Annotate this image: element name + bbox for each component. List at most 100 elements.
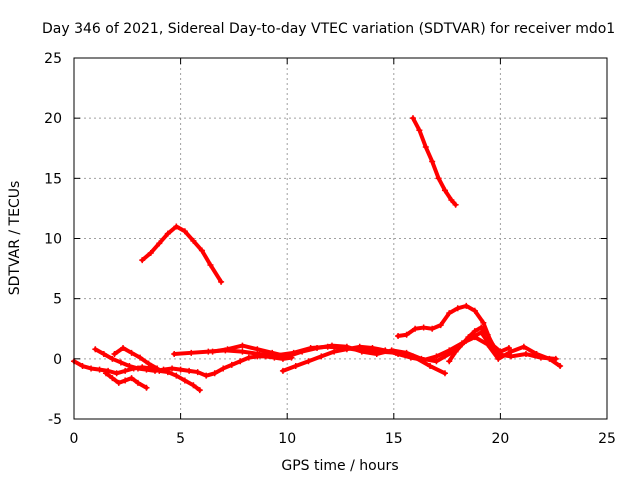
data-point — [207, 261, 214, 268]
data-point — [128, 375, 135, 382]
data-point — [228, 361, 235, 368]
data-point — [533, 351, 540, 358]
data-point — [435, 175, 442, 182]
data-point — [96, 366, 103, 373]
data-point — [128, 349, 135, 356]
y-axis-label: SDTVAR / TECUs — [7, 181, 23, 296]
data-point — [454, 305, 461, 312]
data-point — [218, 278, 225, 285]
data-point — [169, 365, 176, 372]
data-point — [198, 247, 205, 254]
data-point — [429, 325, 436, 332]
data-point — [109, 355, 116, 362]
data-point — [117, 359, 124, 366]
data-point — [412, 325, 419, 332]
data-point — [102, 370, 109, 377]
data-point — [88, 365, 95, 372]
data-point — [478, 324, 485, 331]
data-point — [441, 187, 448, 194]
data-point — [465, 334, 472, 341]
data-point — [154, 365, 161, 372]
x-tick-label: 20 — [491, 431, 509, 447]
y-tick-label: 25 — [44, 51, 62, 67]
data-points — [71, 115, 564, 394]
data-point — [318, 353, 325, 360]
data-point — [463, 302, 470, 309]
data-point — [173, 223, 180, 230]
data-point — [343, 346, 350, 353]
data-point — [446, 310, 453, 317]
data-point — [420, 357, 427, 364]
data-point — [224, 346, 231, 353]
data-point — [382, 347, 389, 354]
data-point — [239, 348, 246, 355]
data-point — [471, 334, 478, 341]
data-point — [134, 365, 141, 372]
data-point — [557, 363, 564, 370]
y-tick-label: -5 — [48, 412, 62, 428]
data-point — [505, 345, 512, 352]
data-point — [160, 366, 167, 373]
x-tick-label: 15 — [385, 431, 403, 447]
chart-title: Day 346 of 2021, Sidereal Day-to-day VTE… — [42, 21, 615, 37]
data-point — [194, 369, 201, 376]
series-arc-5 — [102, 370, 150, 391]
data-point — [115, 379, 122, 386]
data-point — [328, 342, 335, 349]
x-tick-label: 5 — [176, 431, 185, 447]
x-axis-label: GPS time / hours — [281, 458, 398, 474]
data-point — [508, 348, 515, 355]
data-point — [256, 351, 263, 358]
data-point — [484, 331, 491, 338]
data-point — [429, 158, 436, 165]
data-point — [331, 348, 338, 355]
data-point — [190, 382, 197, 389]
series-arc-3 — [71, 358, 203, 394]
y-tick-label: 0 — [53, 352, 62, 368]
data-point — [446, 347, 453, 354]
data-point — [209, 348, 216, 355]
data-point — [177, 366, 184, 373]
data-point — [452, 201, 459, 208]
data-point — [181, 228, 188, 235]
series-arc-11 — [446, 324, 504, 365]
data-point — [395, 351, 402, 358]
data-point — [254, 346, 261, 353]
data-point — [143, 366, 150, 373]
data-point — [292, 363, 299, 370]
data-point — [171, 351, 178, 358]
data-point — [497, 351, 504, 358]
data-point — [520, 343, 527, 350]
data-point — [403, 331, 410, 338]
data-point — [173, 372, 180, 379]
data-point — [373, 351, 380, 358]
data-point — [459, 341, 466, 348]
y-tick-label: 5 — [53, 292, 62, 308]
grid-lines — [74, 58, 607, 419]
data-point — [522, 351, 529, 358]
axis-ticks: 0 5 10 15 20 25 -5 0 5 10 15 20 25 — [44, 51, 616, 447]
data-point — [409, 115, 416, 122]
data-point — [147, 249, 154, 256]
data-point — [196, 387, 203, 394]
data-point — [134, 379, 141, 386]
data-point — [237, 358, 244, 365]
data-point — [491, 343, 498, 350]
data-point — [314, 345, 321, 352]
data-point — [211, 370, 218, 377]
data-point — [137, 354, 144, 361]
y-tick-label: 20 — [44, 111, 62, 127]
series-arc-1 — [139, 223, 225, 285]
data-point — [427, 363, 434, 370]
data-point — [269, 349, 276, 356]
series-arc-9 — [279, 334, 564, 374]
data-point — [441, 370, 448, 377]
data-point — [113, 370, 120, 377]
data-point — [120, 345, 127, 352]
data-point — [546, 355, 553, 362]
data-point — [356, 343, 363, 350]
data-point — [100, 351, 107, 358]
data-point — [495, 355, 502, 362]
data-point — [358, 348, 365, 355]
